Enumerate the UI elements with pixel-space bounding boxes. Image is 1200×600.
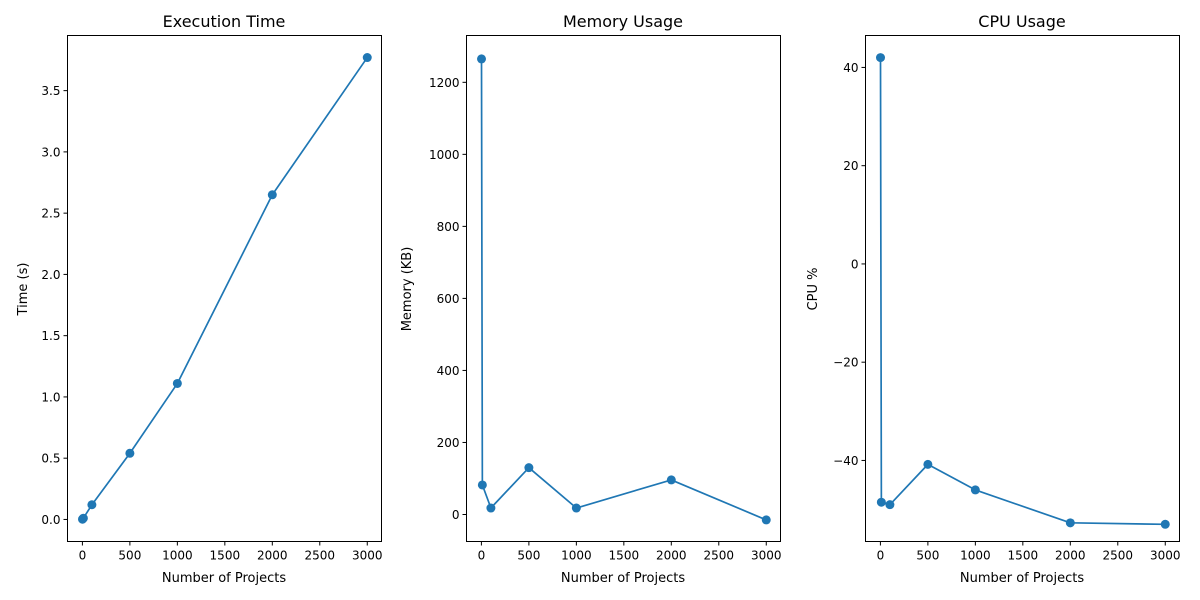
y-tick-label: 0.5 bbox=[41, 452, 60, 466]
data-point bbox=[78, 513, 88, 523]
y-tick-label: 600 bbox=[437, 292, 460, 306]
x-axis-label: Number of Projects bbox=[162, 571, 286, 586]
plot-area bbox=[477, 54, 771, 525]
series-line bbox=[480, 58, 767, 521]
plot-area bbox=[78, 53, 372, 524]
plot-frame bbox=[466, 35, 781, 542]
x-tick-label: 1500 bbox=[1008, 549, 1039, 563]
chart-title: Execution Time bbox=[163, 12, 286, 31]
x-tick-label: 500 bbox=[517, 549, 540, 563]
x-tick-label: 2000 bbox=[1055, 549, 1086, 563]
series-line bbox=[879, 57, 1166, 526]
chart-panel-memory-usage: Memory Usage 0 500 1000 1500 2000 2500 3000 0 20… bbox=[400, 12, 782, 586]
x-tick-label: 3000 bbox=[751, 549, 782, 563]
data-point bbox=[885, 500, 895, 510]
data-point bbox=[87, 500, 97, 510]
x-tick-label: 2000 bbox=[257, 549, 288, 563]
chart-panel-cpu-usage: CPU Usage 0 500 1000 1500 2000 2500 3000 −40 −20… bbox=[806, 12, 1181, 586]
y-tick-label: 2.5 bbox=[41, 207, 60, 221]
x-tick-label: 2500 bbox=[305, 549, 336, 563]
plot-frame bbox=[865, 35, 1180, 542]
y-tick-label: 0.0 bbox=[41, 513, 60, 527]
y-tick-label: 40 bbox=[843, 61, 858, 75]
x-tick-label: 500 bbox=[916, 549, 939, 563]
x-tick-label: 1000 bbox=[960, 549, 991, 563]
data-point bbox=[923, 459, 933, 469]
y-tick-label: 0 bbox=[851, 257, 859, 271]
x-tick-label: 2500 bbox=[1103, 549, 1134, 563]
data-point bbox=[571, 503, 581, 513]
y-tick-label: −40 bbox=[833, 454, 858, 468]
x-tick-label: 0 bbox=[79, 549, 87, 563]
data-point bbox=[1160, 519, 1170, 529]
y-tick-label: 0 bbox=[452, 508, 460, 522]
data-point bbox=[362, 53, 372, 63]
chart-panel-execution-time: Execution Time 0 500 1000 1500 2000 2500 30000… bbox=[16, 12, 383, 586]
y-tick-label: 3.0 bbox=[41, 145, 60, 159]
data-point bbox=[524, 463, 534, 473]
x-tick-label: 2000 bbox=[656, 549, 687, 563]
data-point bbox=[876, 53, 886, 63]
x-tick-label: 3000 bbox=[1150, 549, 1181, 563]
data-point bbox=[172, 378, 182, 388]
x-tick-label: 0 bbox=[478, 549, 486, 563]
x-axis-label: Number of Projects bbox=[960, 571, 1084, 586]
series-line bbox=[81, 57, 368, 520]
y-tick-label: 800 bbox=[437, 220, 460, 234]
data-point bbox=[761, 515, 771, 525]
chart-title: Memory Usage bbox=[563, 12, 683, 31]
data-point bbox=[477, 54, 487, 64]
y-tick-label: 200 bbox=[437, 436, 460, 450]
data-point bbox=[486, 503, 496, 513]
data-point bbox=[125, 448, 135, 458]
data-point bbox=[1065, 518, 1075, 528]
y-tick-label: 400 bbox=[437, 364, 460, 378]
data-point bbox=[267, 190, 277, 200]
y-tick-label: 1.5 bbox=[41, 329, 60, 343]
y-axis-label: Memory (KB) bbox=[400, 247, 415, 332]
y-tick-label: 3.5 bbox=[41, 84, 60, 98]
x-tick-label: 500 bbox=[118, 549, 141, 563]
x-tick-label: 2500 bbox=[704, 549, 735, 563]
x-axis-label: Number of Projects bbox=[561, 571, 685, 586]
x-tick-label: 1000 bbox=[561, 549, 592, 563]
y-tick-label: 2.0 bbox=[41, 268, 60, 282]
y-axis-label: CPU % bbox=[806, 268, 821, 311]
axis-ticks: 0 500 1000 1500 2000 2500 3000 0 200 400 600 800 100… bbox=[429, 76, 782, 563]
axis-ticks: 0 500 1000 1500 2000 2500 3000 −40 −20 0 20 40 bbox=[833, 61, 1180, 563]
data-point bbox=[477, 480, 487, 490]
y-tick-label: 1000 bbox=[429, 148, 460, 162]
x-tick-label: 3000 bbox=[352, 549, 383, 563]
data-point bbox=[666, 475, 676, 485]
y-tick-label: −20 bbox=[833, 356, 858, 370]
y-tick-label: 1200 bbox=[429, 76, 460, 90]
x-tick-label: 1500 bbox=[609, 549, 640, 563]
y-tick-label: 20 bbox=[843, 159, 858, 173]
x-tick-label: 1500 bbox=[210, 549, 241, 563]
data-point bbox=[970, 485, 980, 495]
y-axis-label: Time (s) bbox=[16, 263, 31, 317]
axis-ticks: 0 500 1000 1500 2000 2500 3000 0.0 0.5 1.0 1.5 2.0 2… bbox=[41, 84, 382, 562]
x-tick-label: 0 bbox=[877, 549, 885, 563]
y-tick-label: 1.0 bbox=[41, 390, 60, 404]
plot-area bbox=[876, 53, 1170, 529]
data-point bbox=[876, 497, 886, 507]
x-tick-label: 1000 bbox=[162, 549, 193, 563]
chart-title: CPU Usage bbox=[978, 12, 1065, 31]
